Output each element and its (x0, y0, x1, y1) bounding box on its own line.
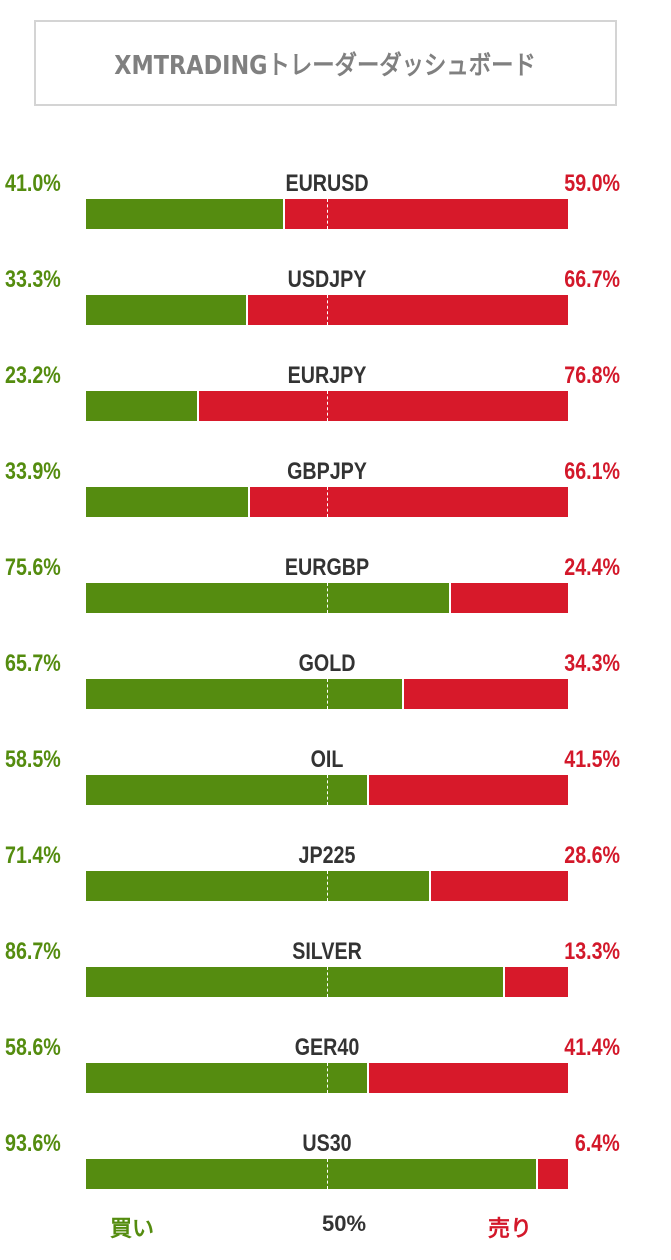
midpoint-dashed-line (327, 199, 328, 229)
instrument-symbol: EURGBP (284, 554, 370, 581)
instrument-symbol: EURUSD (285, 170, 369, 197)
buy-percent-label: 41.0% (5, 170, 61, 197)
midpoint-dashed-line (327, 871, 328, 901)
midpoint-dashed-line (327, 967, 328, 997)
buy-percent-label: 33.3% (5, 266, 61, 293)
buy-bar-segment (86, 679, 403, 709)
instrument-row: 58.5% OIL 41.5% (0, 746, 671, 842)
midpoint-dashed-line (327, 487, 328, 517)
instrument-row: 93.6% US30 6.4% (0, 1130, 671, 1226)
midpoint-dashed-line (327, 775, 328, 805)
bar-divider (248, 487, 250, 517)
instrument-symbol: GER40 (294, 1034, 360, 1061)
buy-bar-segment (86, 1159, 537, 1189)
buy-percent-label: 33.9% (5, 458, 61, 485)
buy-percent-label: 58.5% (5, 746, 61, 773)
sentiment-bar (86, 391, 568, 421)
bar-divider (197, 391, 199, 421)
sell-percent-label: 59.0% (564, 170, 620, 197)
buy-percent-label: 93.6% (5, 1130, 61, 1157)
instrument-symbol: SILVER (292, 938, 362, 965)
sell-percent-label: 76.8% (564, 362, 620, 389)
dashboard-title-box: XMTRADINGトレーダーダッシュボード (34, 20, 617, 106)
instrument-row: 65.7% GOLD 34.3% (0, 650, 671, 746)
bar-divider (246, 295, 248, 325)
buy-percent-label: 65.7% (5, 650, 61, 677)
instrument-row: 86.7% SILVER 13.3% (0, 938, 671, 1034)
instrument-symbol: JP225 (298, 842, 356, 869)
buy-bar-segment (86, 967, 504, 997)
sentiment-bar (86, 1159, 568, 1189)
midpoint-dashed-line (327, 1063, 328, 1093)
buy-bar-segment (86, 871, 430, 901)
buy-bar-segment (86, 1063, 368, 1093)
instrument-symbol: US30 (302, 1130, 352, 1157)
instrument-symbol: GOLD (298, 650, 356, 677)
buy-percent-label: 23.2% (5, 362, 61, 389)
buy-bar-segment (86, 295, 247, 325)
sentiment-bar (86, 199, 568, 229)
buy-bar-segment (86, 199, 284, 229)
midpoint-dashed-line (327, 295, 328, 325)
buy-bar-segment (86, 487, 249, 517)
instrument-row: 33.9% GBPJPY 66.1% (0, 458, 671, 554)
bar-divider (449, 583, 451, 613)
instrument-symbol: OIL (310, 746, 344, 773)
sentiment-bar (86, 295, 568, 325)
sell-percent-label: 24.4% (564, 554, 620, 581)
legend-midpoint-label: 50% (322, 1211, 367, 1236)
midpoint-dashed-line (327, 1159, 328, 1189)
buy-percent-label: 86.7% (5, 938, 61, 965)
instrument-symbol: GBPJPY (287, 458, 367, 485)
buy-percent-label: 75.6% (5, 554, 61, 581)
buy-percent-label: 71.4% (5, 842, 61, 869)
instrument-symbol: EURJPY (287, 362, 367, 389)
sell-percent-label: 66.7% (564, 266, 620, 293)
buy-percent-label: 58.6% (5, 1034, 61, 1061)
instrument-row: 75.6% EURGBP 24.4% (0, 554, 671, 650)
legend-sell-label: 売り (488, 1216, 533, 1241)
sell-percent-label: 41.5% (564, 746, 620, 773)
bar-divider (503, 967, 505, 997)
sentiment-bar (86, 583, 568, 613)
sentiment-bar (86, 967, 568, 997)
buy-bar-segment (86, 391, 198, 421)
bar-divider (367, 1063, 369, 1093)
sell-percent-label: 13.3% (564, 938, 620, 965)
instrument-row: 33.3% USDJPY 66.7% (0, 266, 671, 362)
buy-bar-segment (86, 583, 450, 613)
instrument-symbol: USDJPY (287, 266, 367, 293)
instrument-row: 41.0% EURUSD 59.0% (0, 170, 671, 266)
sentiment-bar (86, 679, 568, 709)
sentiment-bar (86, 1063, 568, 1093)
sentiment-bar (86, 775, 568, 805)
midpoint-dashed-line (327, 583, 328, 613)
midpoint-dashed-line (327, 391, 328, 421)
instrument-row: 58.6% GER40 41.4% (0, 1034, 671, 1130)
bar-divider (283, 199, 285, 229)
legend-buy-label: 買い (110, 1216, 155, 1241)
instrument-row: 71.4% JP225 28.6% (0, 842, 671, 938)
buy-bar-segment (86, 775, 368, 805)
sell-percent-label: 66.1% (564, 458, 620, 485)
bar-divider (429, 871, 431, 901)
bar-divider (367, 775, 369, 805)
bar-divider (402, 679, 404, 709)
midpoint-dashed-line (327, 679, 328, 709)
sentiment-bar (86, 487, 568, 517)
sell-percent-label: 34.3% (564, 650, 620, 677)
dashboard-title: XMTRADINGトレーダーダッシュボード (114, 50, 537, 81)
sentiment-bar (86, 871, 568, 901)
instrument-row: 23.2% EURJPY 76.8% (0, 362, 671, 458)
sell-percent-label: 41.4% (564, 1034, 620, 1061)
bar-divider (536, 1159, 538, 1189)
sell-percent-label: 28.6% (564, 842, 620, 869)
sell-percent-label: 6.4% (575, 1130, 620, 1157)
